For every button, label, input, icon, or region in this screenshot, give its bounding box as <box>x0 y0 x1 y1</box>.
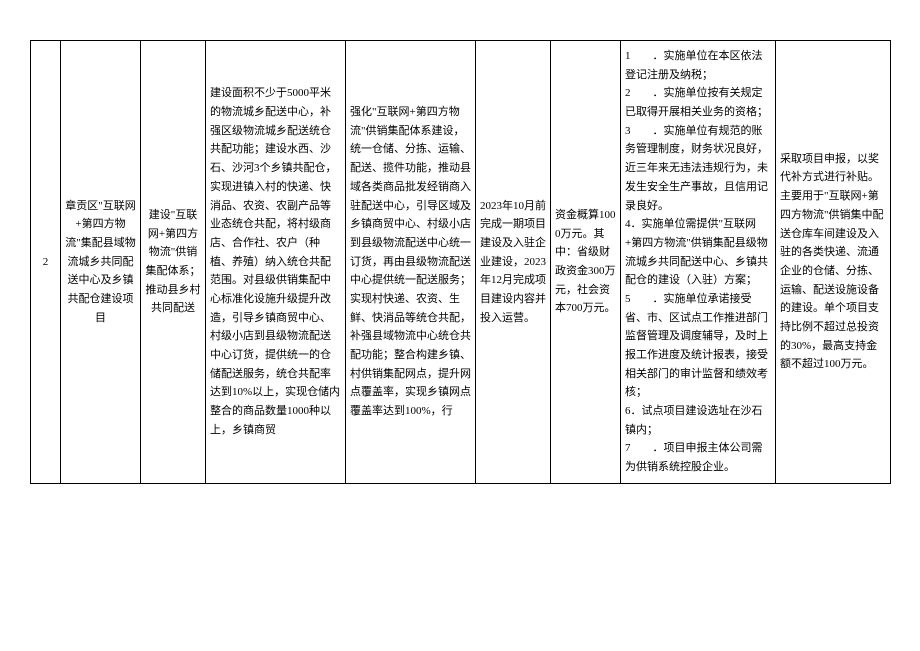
cell-project-name: 章贡区"互联网+第四方物流"集配县域物流城乡共同配送中心及乡镇共配仓建设项目 <box>61 41 141 484</box>
cell-c3: 建设面积不少于5000平米的物流城乡配送中心，补强区级物流城乡配送统仓共配功能；… <box>206 41 346 484</box>
table-row: 2 章贡区"互联网+第四方物流"集配县域物流城乡共同配送中心及乡镇共配仓建设项目… <box>31 41 891 484</box>
cell-index: 2 <box>31 41 61 484</box>
cell-c4: 强化"互联网+第四方物流"供销集配体系建设，统一仓储、分拣、运输、配送、揽件功能… <box>346 41 476 484</box>
project-table: 2 章贡区"互联网+第四方物流"集配县域物流城乡共同配送中心及乡镇共配仓建设项目… <box>30 40 891 484</box>
cell-c7: 1 ．实施单位在本区依法登记注册及纳税；2 ．实施单位按有关规定已取得开展相关业… <box>621 41 776 484</box>
cell-c6: 资金概算1000万元。其中：省级财政资金300万元，社会资本700万元。 <box>551 41 621 484</box>
cell-c2: 建设"互联网+第四方物流"供销集配体系；推动县乡村共同配送 <box>141 41 206 484</box>
cell-c8: 采取项目申报，以奖代补方式进行补贴。主要用于"互联网+第四方物流"供销集中配送仓… <box>776 41 891 484</box>
cell-c5: 2023年10月前完成一期项目建设及入驻企业建设，2023年12月完成项目建设内… <box>476 41 551 484</box>
